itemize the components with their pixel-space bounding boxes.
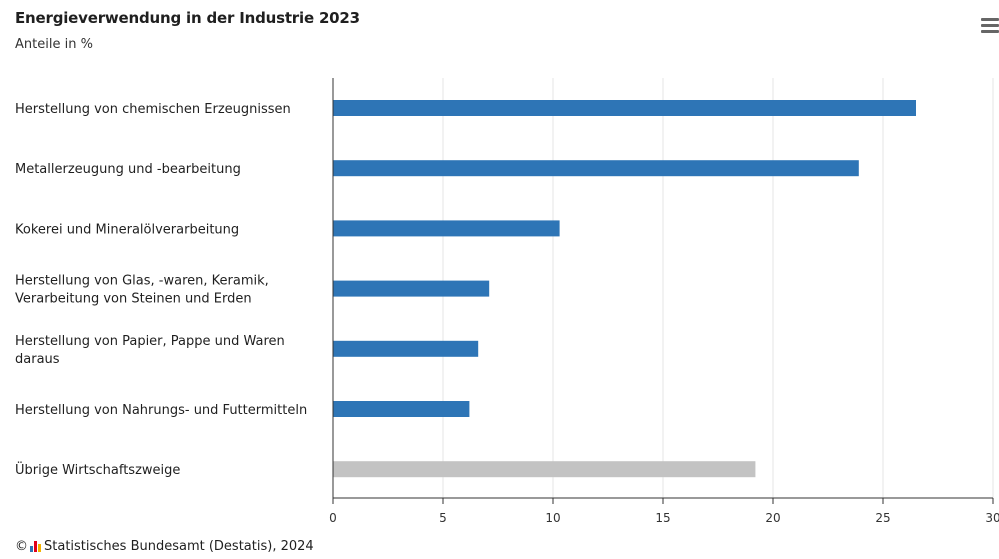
category-label: Kokerei und Mineralölverarbeitung [15,222,239,237]
chart-title: Energieverwendung in der Industrie 2023 [15,9,360,27]
category-label: Verarbeitung von Steinen und Erden [15,292,252,307]
chart-subtitle: Anteile in % [15,37,93,52]
x-tick-label: 20 [765,511,780,525]
bar[interactable] [333,401,470,417]
bar[interactable] [333,461,756,478]
category-label: Herstellung von Papier, Pappe und Waren [15,334,285,349]
category-label: daraus [15,352,60,367]
bar[interactable] [333,220,560,237]
credits: © Statistisches Bundesamt (Destatis), 20… [15,539,314,554]
category-labels: Herstellung von chemischen Erzeugnissen M… [15,102,307,478]
copyright-symbol: © [15,539,28,554]
x-tick-label: 0 [329,511,337,525]
category-label: Metallerzeugung und -bearbeitung [15,162,241,177]
x-tick-label: 15 [655,511,670,525]
category-label: Herstellung von Glas, -waren, Keramik, [15,274,269,289]
x-tick-label: 10 [545,511,560,525]
x-tick-label: 25 [875,511,890,525]
category-label: Herstellung von Nahrungs- und Futtermitt… [15,403,307,418]
bar[interactable] [333,340,479,357]
bar[interactable] [333,160,859,177]
category-label: Herstellung von chemischen Erzeugnissen [15,102,291,117]
bar[interactable] [333,280,490,297]
grid-lines [442,78,994,498]
bars [333,100,916,478]
x-tick-label: 5 [439,511,447,525]
x-axis: 0 5 10 15 20 25 30 [329,78,999,525]
x-tick-label: 30 [985,511,999,525]
bar[interactable] [333,100,916,116]
credits-text: Statistisches Bundesamt (Destatis), 2024 [44,539,314,554]
category-label: Übrige Wirtschaftszweige [15,461,180,478]
hamburger-menu-icon[interactable] [981,18,999,34]
destatis-logo-icon [30,541,42,552]
